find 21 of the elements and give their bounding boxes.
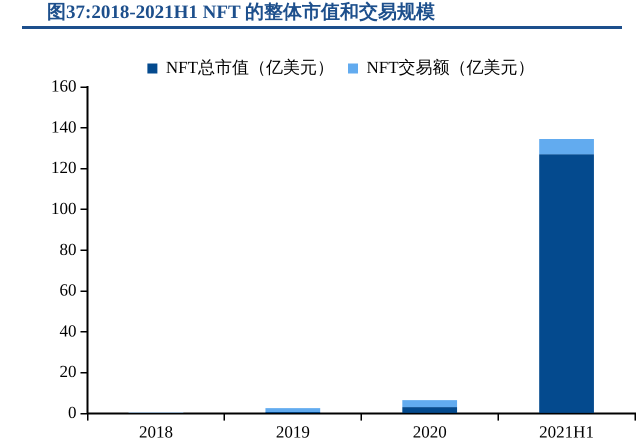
- legend-label: NFT总市值（亿美元）: [166, 58, 334, 77]
- y-tick-label: 0: [68, 403, 76, 422]
- y-tick-label: 40: [60, 321, 76, 340]
- bar: [402, 407, 458, 413]
- bar: [539, 139, 594, 154]
- x-tick-label: 2019: [276, 422, 310, 442]
- y-tick-label: 140: [51, 117, 76, 136]
- legend-label: NFT交易额（亿美元）: [366, 58, 535, 77]
- chart-title: 图37:2018-2021H1 NFT 的整体市值和交易规模: [47, 2, 436, 24]
- y-tick-label: 100: [51, 198, 76, 218]
- y-tick-label: 160: [51, 76, 76, 96]
- bar: [402, 400, 458, 408]
- y-tick-label: 120: [51, 158, 76, 178]
- x-tick-label: 2021H1: [539, 422, 594, 442]
- y-tick-label: 20: [60, 362, 76, 382]
- y-tick-label: 60: [60, 280, 76, 300]
- x-tick-label: 2020: [412, 422, 447, 442]
- x-tick-label: 2018: [138, 422, 173, 442]
- y-tick-label: 80: [60, 240, 76, 259]
- bar: [539, 154, 594, 413]
- bar: [265, 408, 320, 412]
